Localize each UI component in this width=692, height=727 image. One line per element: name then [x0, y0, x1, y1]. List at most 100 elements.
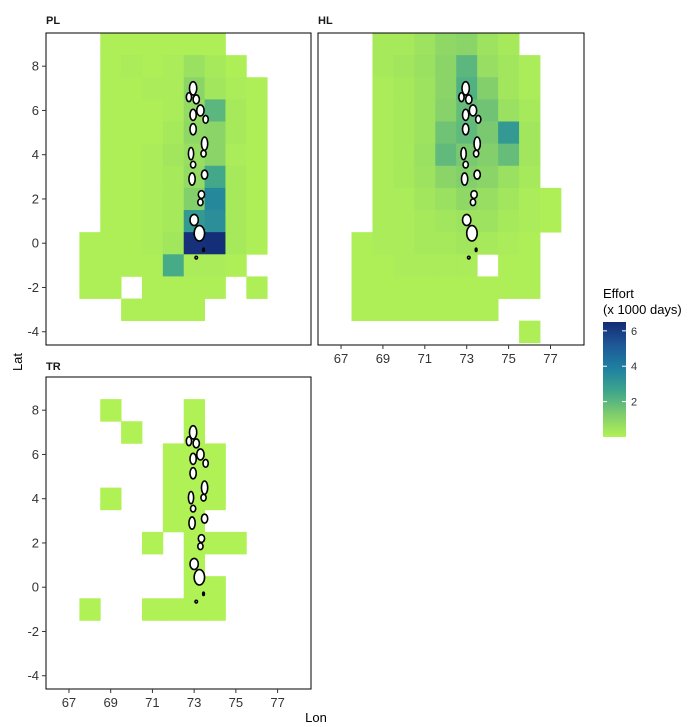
- island-shape: [460, 172, 469, 186]
- heatmap-cell: [225, 99, 247, 122]
- heatmap-cell: [393, 254, 415, 277]
- heatmap-cell: [393, 210, 415, 233]
- heatmap-cell: [414, 143, 436, 167]
- island-shape: [188, 516, 196, 530]
- heatmap-cell: [477, 276, 499, 299]
- heatmap-cell: [393, 55, 415, 78]
- heatmap-cell: [100, 77, 122, 100]
- heatmap-cell: [414, 33, 436, 56]
- island-shape: [188, 172, 196, 186]
- heatmap-cell: [121, 298, 143, 322]
- heatmap-cell: [519, 232, 541, 255]
- island-shape: [193, 224, 206, 242]
- panel-hl-islands: [458, 80, 482, 260]
- legend-tick-label: 6: [631, 326, 637, 338]
- panel-tr-islands: [185, 424, 210, 604]
- heatmap-cell: [225, 165, 247, 189]
- heatmap-cell: [435, 165, 457, 189]
- panel-pl-y-axis: 8 6 4 2 0 -2 -4: [27, 59, 46, 339]
- heatmap-cell: [351, 232, 373, 255]
- y-tick-label: 2: [32, 535, 39, 550]
- heatmap-cell: [414, 99, 436, 122]
- heatmap-cell: [519, 165, 541, 189]
- island-shape: [200, 493, 207, 502]
- heatmap-cell: [225, 232, 247, 255]
- heatmap-cell: [519, 210, 541, 233]
- heatmap-cell: [372, 143, 394, 167]
- island-shape: [461, 213, 472, 227]
- heatmap-cell: [141, 232, 164, 255]
- x-tick-label: 69: [103, 695, 117, 710]
- heatmap-cell: [393, 121, 415, 145]
- heatmap-cell: [435, 254, 457, 277]
- heatmap-cell: [519, 254, 541, 277]
- heatmap-cell: [477, 77, 499, 100]
- heatmap-cell: [246, 210, 268, 233]
- island-shape: [185, 91, 193, 103]
- heatmap-cell: [204, 465, 226, 489]
- island-shape: [189, 213, 200, 227]
- heatmap-cell: [435, 55, 457, 78]
- heatmap-cell: [498, 254, 520, 277]
- island-shape: [200, 169, 209, 180]
- heatmap-cell: [477, 210, 499, 233]
- island-shape: [189, 108, 198, 122]
- heatmap-cell: [100, 121, 122, 145]
- heatmap-cell: [141, 143, 164, 167]
- heatmap-cell: [372, 55, 394, 78]
- legend-title-line1: Effort: [603, 286, 634, 301]
- heatmap-cell: [498, 143, 520, 167]
- heatmap-cell: [100, 33, 122, 56]
- heatmap-cell: [141, 77, 164, 100]
- heatmap-cell: [246, 187, 268, 211]
- heatmap-cell: [204, 55, 226, 78]
- legend-title-line2: (x 1000 days): [603, 302, 682, 317]
- heatmap-cell: [204, 143, 226, 167]
- x-tick-label: 67: [334, 351, 348, 366]
- heatmap-cell: [100, 187, 122, 211]
- island-shape: [189, 452, 198, 466]
- heatmap-cell: [477, 33, 499, 56]
- heatmap-cell: [162, 598, 185, 621]
- island-shape: [189, 557, 200, 571]
- heatmap-cell: [183, 276, 205, 299]
- heatmap-cell: [498, 276, 520, 299]
- heatmap-cell: [141, 531, 164, 555]
- island-shape: [200, 136, 209, 152]
- y-tick-label: 8: [32, 403, 39, 418]
- island-shape: [189, 504, 197, 513]
- heatmap-cell: [414, 121, 436, 145]
- heatmap-cell: [162, 165, 185, 189]
- heatmap-cell: [204, 576, 226, 599]
- x-tick-label: 73: [187, 695, 201, 710]
- y-tick-label: 0: [32, 236, 39, 251]
- island-shape: [464, 94, 473, 105]
- island-shape: [187, 490, 195, 505]
- heatmap-cell: [414, 298, 436, 322]
- heatmap-cell: [435, 276, 457, 299]
- y-tick-label: 4: [32, 491, 39, 506]
- heatmap-cell: [351, 298, 373, 322]
- heatmap-cell: [141, 598, 164, 621]
- heatmap-cell: [121, 143, 143, 167]
- heatmap-cell: [204, 187, 226, 211]
- heatmap-cell: [246, 232, 268, 255]
- panel-pl-islands: [185, 80, 210, 260]
- heatmap-cell: [393, 33, 415, 56]
- heatmap-cell: [121, 33, 143, 56]
- island-shape: [461, 122, 470, 136]
- heatmap-cell: [246, 143, 268, 167]
- heatmap-cell: [519, 77, 541, 100]
- heatmap-cell: [477, 99, 499, 122]
- heatmap-cell: [519, 55, 541, 78]
- heatmap-cell: [183, 598, 205, 621]
- heatmap-cell: [204, 165, 226, 189]
- heatmap-cell: [141, 210, 164, 233]
- island-shape: [197, 198, 204, 207]
- heatmap-cell: [162, 77, 185, 100]
- heatmap-cell: [393, 77, 415, 100]
- heatmap-cell: [225, 55, 247, 78]
- heatmap-cell: [121, 421, 143, 444]
- heatmap-cell: [162, 99, 185, 122]
- heatmap-cell: [141, 165, 164, 189]
